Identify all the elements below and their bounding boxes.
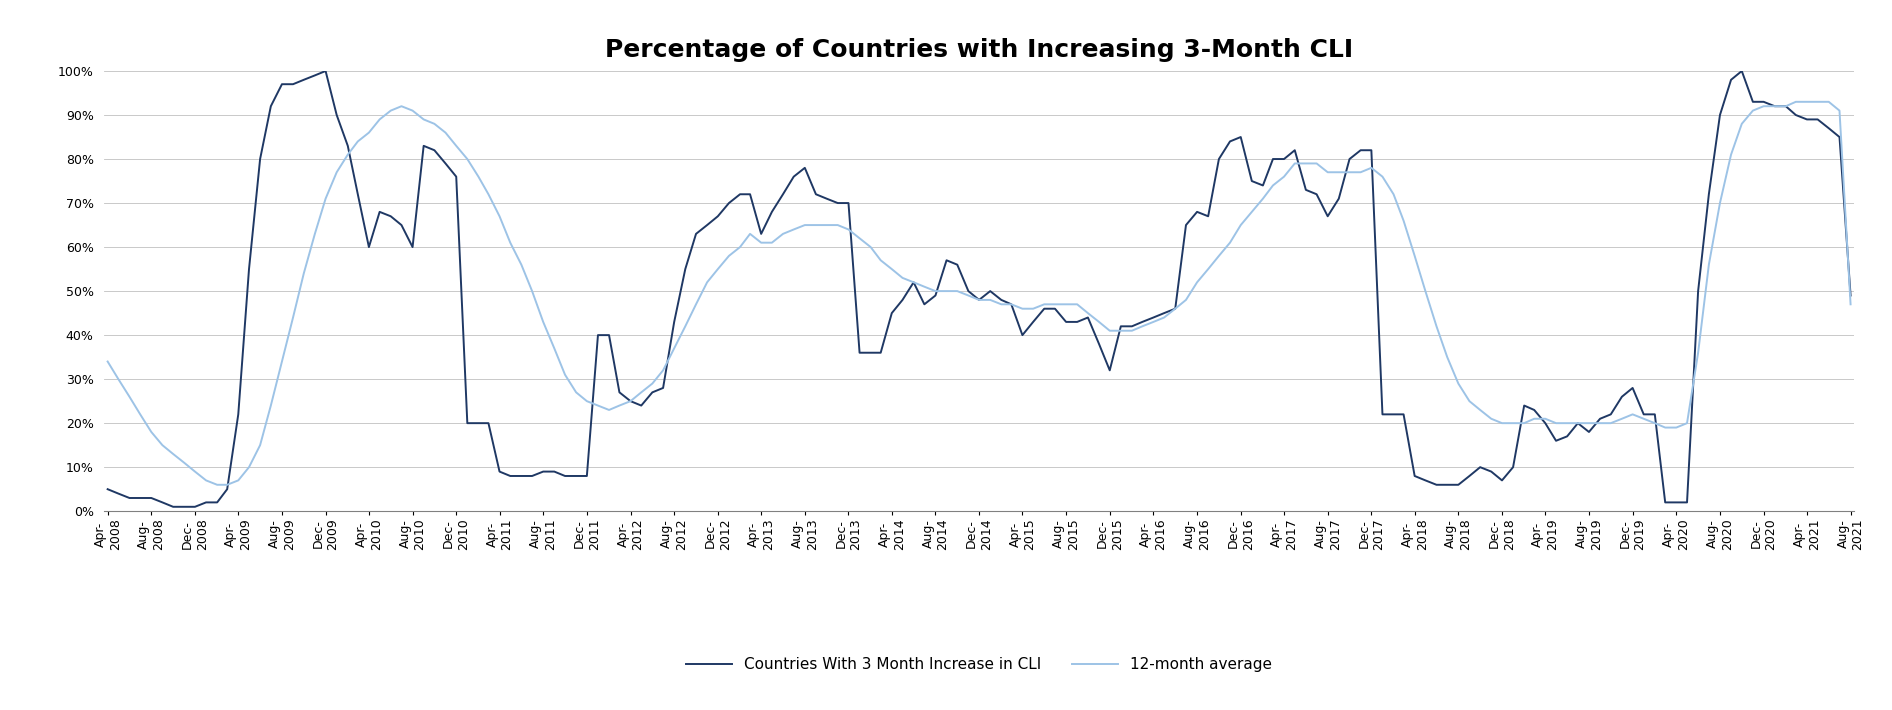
Line: Countries With 3 Month Increase in CLI: Countries With 3 Month Increase in CLI — [108, 71, 1850, 507]
Line: 12-month average: 12-month average — [108, 102, 1850, 485]
Title: Percentage of Countries with Increasing 3-Month CLI: Percentage of Countries with Increasing … — [605, 38, 1353, 62]
Legend: Countries With 3 Month Increase in CLI, 12-month average: Countries With 3 Month Increase in CLI, … — [679, 651, 1279, 678]
